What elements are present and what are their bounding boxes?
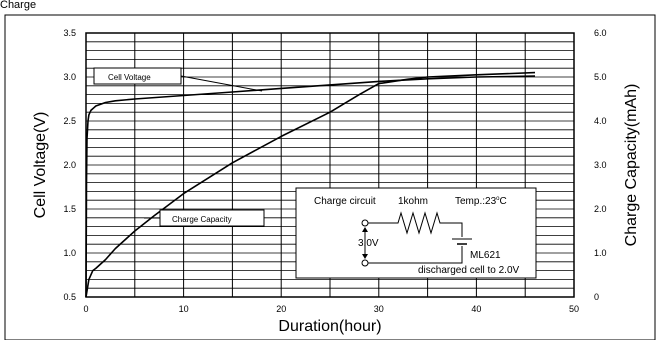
y-left-tick-label: 1.0 [63, 248, 76, 258]
inset-discharge-note: discharged cell to 2.0V [418, 265, 520, 276]
header-label: Charge [0, 0, 37, 11]
y-right-tick-label: 6.0 [594, 28, 607, 38]
y-right-tick-label: 0 [594, 292, 599, 302]
charge-capacity-label: Charge Capacity [172, 215, 232, 224]
inset-resistor-value: 1kohm [398, 196, 428, 207]
charge-capacity-callout: Charge Capacity [159, 209, 265, 227]
charge-capacity-label-box [159, 209, 265, 227]
voltage-arrow-down [362, 254, 368, 259]
y-left-tick-label: 2.5 [63, 116, 76, 126]
y-left-tick-label: 2.0 [63, 160, 76, 170]
outer-frame [4, 14, 656, 340]
y-right-tick-label: 4.0 [594, 116, 607, 126]
series-line-charge-capacity [85, 71, 536, 298]
y-left-tick-label: 0.5 [63, 292, 76, 302]
terminal-top [361, 219, 369, 227]
y-left-tick-label: 3.5 [63, 28, 76, 38]
cell-voltage-label-box [93, 67, 182, 85]
y-right-tick-label: 5.0 [594, 72, 607, 82]
x-tick-label: 0 [83, 304, 88, 314]
y-right-tick-label: 2.0 [594, 204, 607, 214]
inset-title: Charge circuit [314, 196, 376, 207]
x-tick-label: 10 [179, 304, 189, 314]
left-tick-labels: 0.5 1.0 1.5 2.0 2.5 3.0 3.5 [63, 28, 76, 302]
voltage-arrow-up [362, 227, 368, 232]
inset-cell-model: ML621 [470, 250, 501, 261]
series-group [85, 71, 536, 298]
cell-voltage-label: Cell Voltage [108, 73, 151, 82]
x-axis-label: Duration(hour) [278, 318, 381, 335]
series-line-cell-voltage [85, 75, 536, 298]
y-axis-right-label: Charge Capacity(mAh) [623, 84, 640, 247]
cell-voltage-leader [180, 75, 263, 92]
cell-voltage-callout: Cell Voltage [93, 67, 182, 85]
terminal-bottom [361, 259, 369, 267]
x-tick-label: 30 [374, 304, 384, 314]
right-tick-labels: 0 1.0 2.0 3.0 4.0 5.0 6.0 [594, 28, 607, 302]
inset-temperature: Temp.:23oC [455, 196, 507, 207]
x-tick-label: 40 [471, 304, 481, 314]
x-tick-labels: 0 10 20 30 40 50 [83, 304, 579, 314]
x-tick-label: 50 [569, 304, 579, 314]
bottom-wire [368, 246, 463, 264]
y-left-tick-label: 3.0 [63, 72, 76, 82]
resistor-symbol [368, 211, 463, 237]
inset-voltage: 3.0V [358, 238, 379, 249]
y-left-tick-label: 1.5 [63, 204, 76, 214]
y-right-tick-label: 1.0 [594, 248, 607, 258]
y-right-tick-label: 3.0 [594, 160, 607, 170]
charge-circuit-inset: Charge circuit 1kohm Temp.:23oC 3.0V ML6… [295, 187, 537, 279]
x-tick-label: 20 [276, 304, 286, 314]
y-axis-left-label: Cell Voltage(V) [32, 112, 49, 219]
